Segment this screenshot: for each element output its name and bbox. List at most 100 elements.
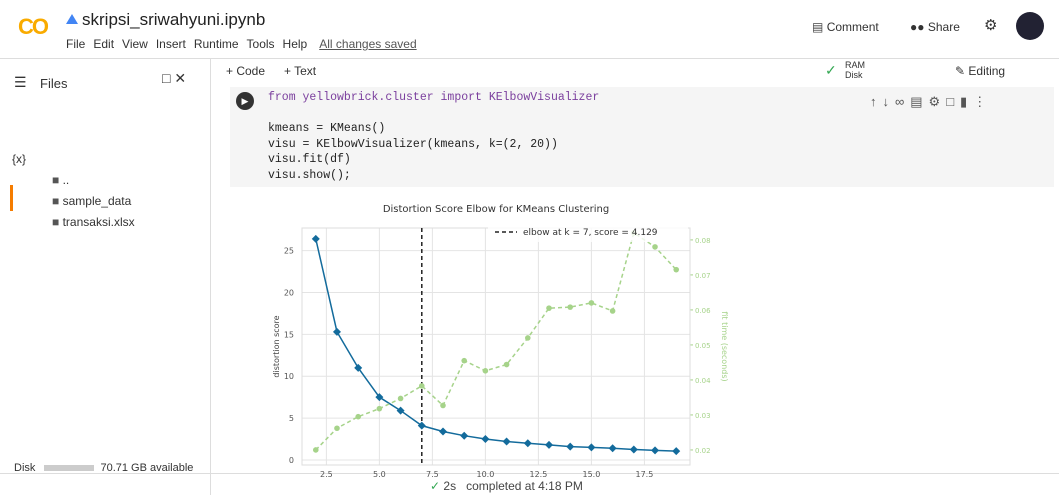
disk-label: Disk [845,70,863,80]
y-tick-label: 15 [284,330,294,339]
series-line [316,233,676,450]
distortion-point [503,438,511,446]
fit-time-point [589,300,595,306]
file-row[interactable]: ■ .. [52,170,135,191]
y-tick-label: 10 [284,372,294,381]
notebook-title[interactable]: skripsi_sriwahyuni.ipynb [82,10,265,30]
fit-time-point [631,230,637,236]
y2-tick-label: 0.03 [695,412,711,420]
distortion-point [587,443,595,451]
plot-frame [302,228,690,465]
plot-area [233,195,1053,473]
fit-time-point [652,244,658,250]
connected-check: ✓ [825,62,837,79]
y-tick-label: 25 [284,247,294,256]
status-completed: completed at 4:18 PM [466,479,583,493]
sidebar [0,58,211,495]
distortion-point [566,443,574,451]
run-button[interactable]: ▶ [236,92,254,110]
y2-tick-label: 0.05 [695,342,711,350]
sidebar-title: Files [40,76,67,91]
distortion-point [630,446,638,454]
distortion-point [672,447,680,455]
colab-page: CO skripsi_sriwahyuni.ipynb File Edit View… [0,0,1059,495]
fit-time-point [313,447,319,453]
distortion-point [354,364,362,372]
y-tick-label: 0 [289,456,294,465]
y2-tick-label: 0.08 [695,237,711,245]
distortion-point [418,422,426,430]
distortion-point [333,328,341,336]
fit-time-point [610,308,616,314]
fit-time-point [440,403,446,409]
avatar[interactable] [1016,12,1044,40]
x-tick-label: 5.0 [373,470,386,479]
code-line: kmeans = KMeans() [268,121,599,137]
settings-icon[interactable]: ⚙ [984,16,997,34]
x-tick-label: 2.5 [320,470,333,479]
fit-time-point [504,362,510,368]
y2-tick-label: 0.07 [695,272,711,280]
comment-label: Comment [827,20,879,34]
menu-icon[interactable]: ☰ [14,74,27,91]
fit-time-point [398,396,404,402]
fit-time-point [546,305,552,311]
share-button[interactable]: ●● Share [910,20,960,34]
editing-label: Editing [968,64,1005,78]
menu-item[interactable]: Edit [93,37,114,51]
menu-item[interactable]: Runtime [194,37,239,51]
code-line: from yellowbrick.cluster import KElbowVi… [268,90,599,106]
page: {"header":{"logo":"CO","title":"skripsi_… [0,0,1059,495]
file-name: transaksi.xlsx [63,215,135,229]
fit-time-point [334,425,340,431]
chart-title: Distortion Score Elbow for KMeans Cluste… [383,204,609,215]
file-row[interactable]: ■ transaksi.xlsx [52,212,135,233]
comment-button[interactable]: ▤ Comment [812,20,879,34]
x-tick-label: 10.0 [476,470,494,479]
save-status[interactable]: All changes saved [319,37,416,51]
variables-icon[interactable]: {x} [12,152,26,166]
fit-time-point [567,304,573,310]
distortion-point [397,407,405,415]
y2-axis-label: fit time (seconds) [720,311,729,381]
file-name: sample_data [63,194,132,208]
distortion-point [545,441,553,449]
cell-toolbar[interactable]: ↑↓∞▤⚙□▮⋮ [870,94,992,110]
status-duration: 2s [443,479,456,493]
code-line [268,106,599,122]
legend-label: elbow at k = 7, score = 4.129 [523,228,658,238]
menu-item[interactable]: Tools [247,37,275,51]
fit-time-point [525,335,531,341]
fit-time-point [483,368,489,374]
active-marker [10,185,13,211]
y2-tick-label: 0.02 [695,447,711,455]
distortion-point [609,444,617,452]
add-code[interactable]: + Code [226,64,265,78]
distortion-point [460,432,468,440]
y2-tick-label: 0.04 [695,377,711,385]
x-tick-label: 15.0 [583,470,601,479]
menu-item[interactable]: File [66,37,85,51]
y-tick-label: 20 [284,288,294,297]
status-bar: ✓ 2s completed at 4:18 PM [430,479,583,493]
distortion-point [439,428,447,436]
menu-item[interactable]: Help [283,37,308,51]
fit-time-point [673,267,679,273]
y-axis-label: distortion score [272,315,281,377]
code-lines: from yellowbrick.cluster import KElbowVi… [268,90,599,183]
close-sidebar[interactable]: □ ✕ [162,70,186,87]
file-icon: ■ [52,215,63,229]
y2-tick-label: 0.06 [695,307,711,315]
drive-icon [66,14,78,24]
editing-button[interactable]: ✎ Editing [955,64,1005,78]
add-text[interactable]: + Text [284,64,316,78]
x-tick-label: 7.5 [426,470,439,479]
file-icon: ■ [52,173,63,187]
status-divider [0,473,1059,474]
menu-bar: File Edit View Insert Runtime Tools Help All ch… [66,37,417,51]
logo[interactable]: CO [18,14,47,40]
menu-item[interactable]: View [122,37,148,51]
menu-item[interactable]: Insert [156,37,186,51]
file-row[interactable]: ■ sample_data [52,191,135,212]
